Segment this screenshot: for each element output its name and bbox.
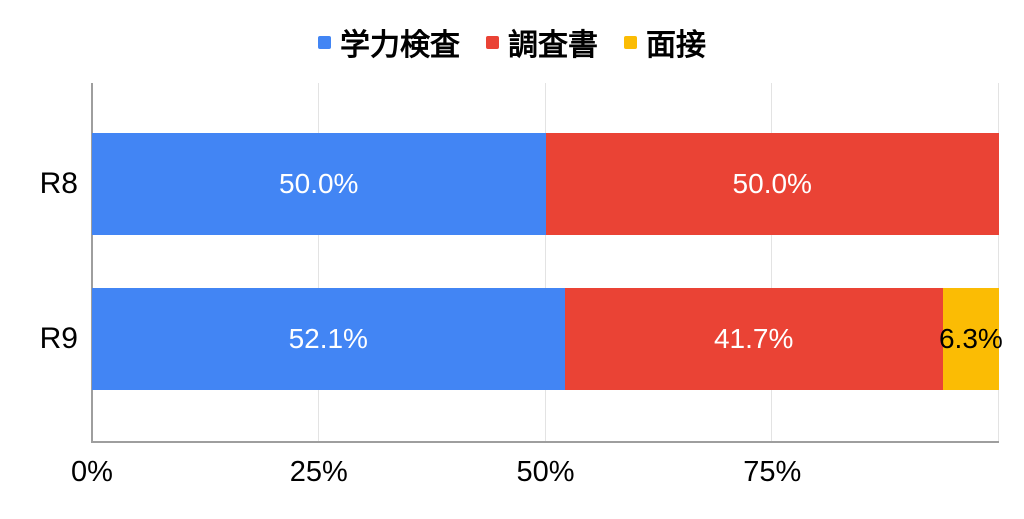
legend-item: 面接 [624,20,706,64]
bar-segment: 41.7% [564,288,943,390]
plot-area: 50.0% 50.0% 52.1% 41.7% 6.3% [91,83,1003,443]
gridline [771,83,773,441]
legend-swatch-icon [624,35,637,49]
bar-segment: 6.3% [939,288,1003,390]
legend-label: 調査書 [508,29,598,62]
x-axis-tick-label: 0% [71,456,113,488]
category-label: R9 [39,322,78,355]
x-axis-tick-label: 75% [743,456,802,488]
gridline [544,83,546,441]
legend-label: 学力検査 [340,29,460,62]
x-axis-line [91,441,999,443]
legend-swatch-icon [318,35,331,49]
bar-segment: 50.0% [92,133,546,235]
x-axis-tick-label: 50% [516,456,575,488]
category-label: R8 [39,167,78,200]
bar-segment: 52.1% [92,288,565,390]
bar-segment-label: 6.3% [938,323,1003,354]
bar-segment-label: 52.1% [288,323,368,354]
legend-label: 面接 [646,29,706,62]
legend-item: 学力検査 [318,20,460,64]
bar-segment-label: 41.7% [713,323,794,354]
legend-swatch-icon [486,35,499,49]
gridline [317,83,319,441]
bar-row: 52.1% 41.7% 6.3% [92,288,1003,390]
x-axis-tick-label: 25% [289,456,348,488]
y-axis-line [91,83,93,441]
bar-segment-label: 50.0% [732,168,812,199]
gridline [998,83,999,441]
bar-row: 50.0% 50.0% [92,133,999,235]
bar-segment-label: 50.0% [279,168,359,199]
bar-segment: 50.0% [545,133,999,235]
legend-item: 調査書 [486,20,598,64]
legend: 学力検査 調査書 面接 [0,20,1024,64]
